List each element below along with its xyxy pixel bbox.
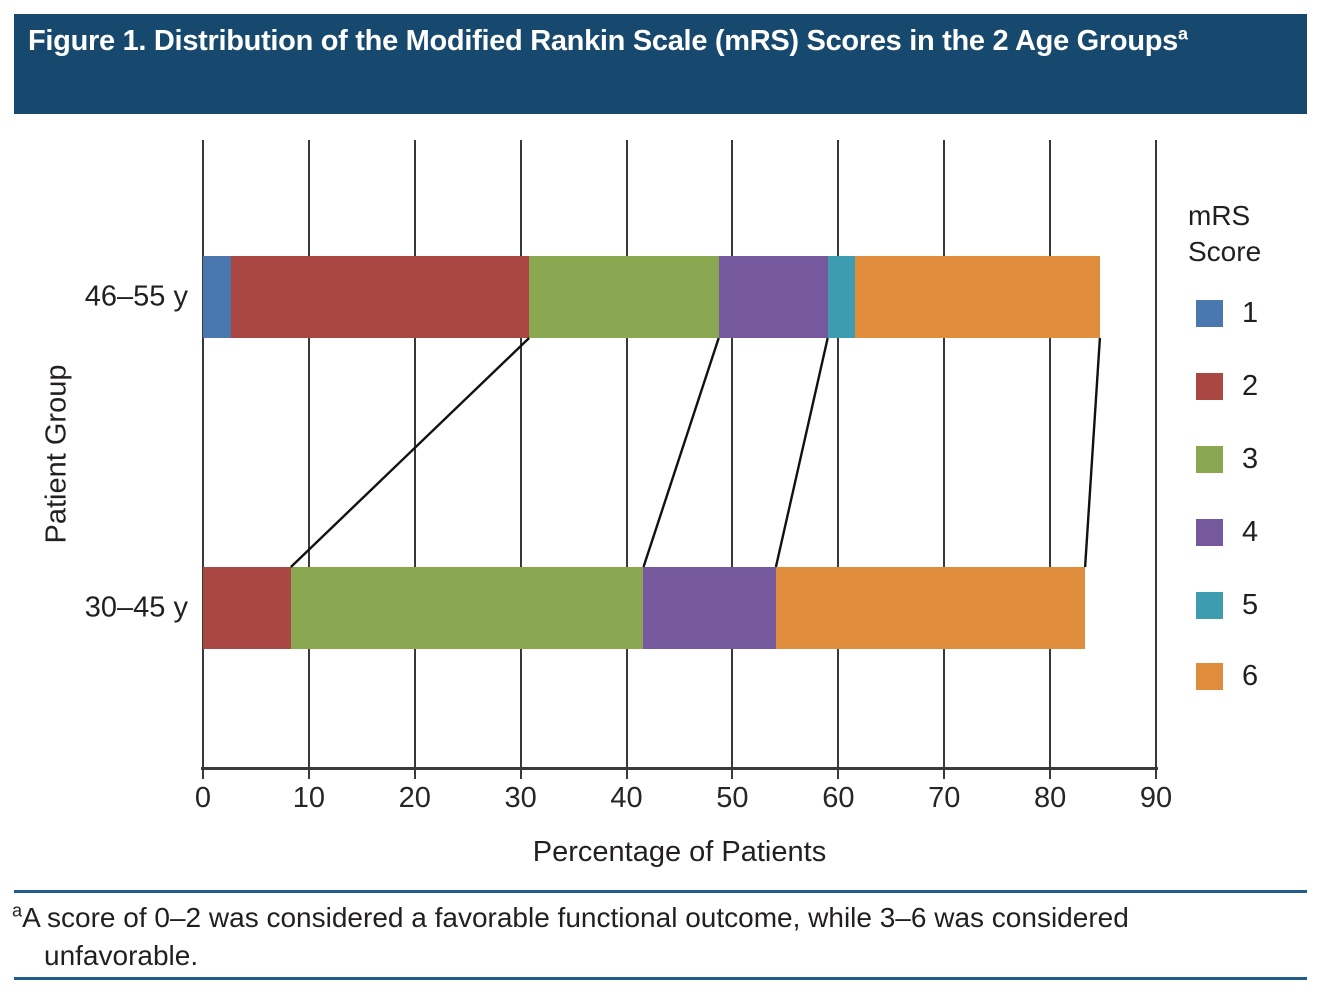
x-axis-tick: [1155, 770, 1157, 779]
series-connector-line: [290, 337, 530, 568]
x-axis-tick-label: 80: [1033, 782, 1067, 814]
bar-segment-mrs-5: [827, 256, 856, 338]
x-axis-tick-label: 0: [194, 782, 212, 814]
grid-line: [307, 140, 310, 768]
footnote-text: A score of 0–2 was considered a favorabl…: [22, 902, 1129, 971]
bar-segment-mrs-3: [290, 567, 644, 649]
bar-segment-mrs-2: [203, 567, 291, 649]
legend-title-line1: mRS: [1188, 200, 1251, 231]
bar-row-46–55 y: [203, 256, 1156, 338]
grid-line: [1049, 140, 1052, 768]
legend-item-label: 4: [1242, 516, 1259, 548]
figure-title-superscript: a: [1177, 23, 1188, 44]
footnote-marker: a: [12, 900, 23, 921]
footnote: aA score of 0–2 was considered a favorab…: [12, 899, 1264, 975]
bar-segment-mrs-4: [718, 256, 828, 338]
category-label: 46–55 y: [84, 280, 188, 313]
grid-line: [625, 140, 628, 768]
legend-item-mrs-2: 2: [1196, 370, 1258, 403]
x-axis-tick-label: 30: [504, 782, 537, 814]
x-axis-title: Percentage of Patients: [532, 836, 827, 868]
bar-segment-mrs-4: [643, 567, 776, 649]
legend-item-label: 2: [1242, 370, 1259, 402]
grid-line: [943, 140, 946, 768]
bar-row-30–45 y: [203, 567, 1156, 649]
grid-line: [519, 140, 522, 768]
x-axis-tick-label: 50: [716, 782, 749, 814]
legend: mRS Score 1 2 3 4 5 6: [1188, 198, 1313, 692]
grid-line: [1155, 140, 1157, 768]
legend-item-label: 5: [1242, 589, 1259, 621]
plot-area: [202, 140, 1157, 768]
legend-item-label: 3: [1242, 443, 1259, 475]
x-axis-tick-label: 60: [822, 782, 855, 814]
x-axis-tick-label: 20: [398, 782, 431, 814]
footnote-rule-top: [14, 890, 1307, 893]
x-axis-tick: [519, 770, 522, 779]
x-axis-tick-label: 70: [928, 782, 961, 814]
figure-title-bar: Figure 1. Distribution of the Modified R…: [14, 14, 1307, 114]
x-axis-tick-label: 40: [610, 782, 643, 814]
legend-item-mrs-5: 5: [1196, 589, 1258, 622]
bar-segment-mrs-6: [775, 567, 1086, 649]
x-axis-tick: [837, 770, 840, 779]
series-connector-line: [1083, 337, 1102, 568]
legend-swatch-mrs-4: [1196, 519, 1223, 546]
footnote-rule-bottom: [14, 977, 1307, 980]
legend-title: mRS Score: [1188, 198, 1313, 271]
legend-swatch-mrs-6: [1196, 663, 1223, 690]
x-axis-tick: [202, 770, 204, 779]
x-axis-tick: [943, 770, 946, 779]
legend-item-label: 6: [1242, 660, 1259, 692]
grid-line: [731, 140, 734, 768]
series-connector-lines: [290, 337, 1102, 568]
x-axis-tick: [413, 770, 416, 779]
x-axis-tick: [625, 770, 628, 779]
bar-segment-mrs-3: [529, 256, 719, 338]
category-label: 30–45 y: [84, 591, 188, 624]
legend-swatch-mrs-3: [1196, 446, 1223, 473]
legend-item-mrs-4: 4: [1196, 516, 1258, 549]
grid-line: [837, 140, 840, 768]
legend-swatch-mrs-1: [1196, 300, 1223, 327]
x-axis-tick: [307, 770, 310, 779]
legend-item-label: 1: [1242, 297, 1259, 329]
series-connector-line: [642, 337, 720, 568]
legend-swatch-mrs-5: [1196, 592, 1223, 619]
legend-item-mrs-1: 1: [1196, 297, 1258, 330]
x-axis-line: [201, 767, 1158, 770]
legend-item-mrs-6: 6: [1196, 660, 1258, 693]
x-axis-tick-label: 10: [292, 782, 326, 814]
x-axis-tick: [1049, 770, 1052, 779]
bar-segment-mrs-1: [203, 256, 231, 338]
grid-line: [202, 140, 204, 768]
series-connector-line: [774, 337, 829, 568]
legend-item-mrs-3: 3: [1196, 443, 1258, 476]
bar-segment-mrs-6: [855, 256, 1100, 338]
grid-line: [413, 140, 416, 768]
figure-title-text: Figure 1. Distribution of the Modified R…: [28, 25, 1178, 57]
x-axis-tick-label: 90: [1139, 782, 1173, 814]
legend-title-line2: Score: [1188, 236, 1262, 268]
bar-segment-mrs-2: [230, 256, 530, 338]
x-axis-tick: [731, 770, 734, 779]
legend-swatch-mrs-2: [1196, 373, 1223, 400]
y-axis-title: Patient Group: [40, 364, 73, 544]
figure-title: Figure 1. Distribution of the Modified R…: [28, 23, 1188, 60]
